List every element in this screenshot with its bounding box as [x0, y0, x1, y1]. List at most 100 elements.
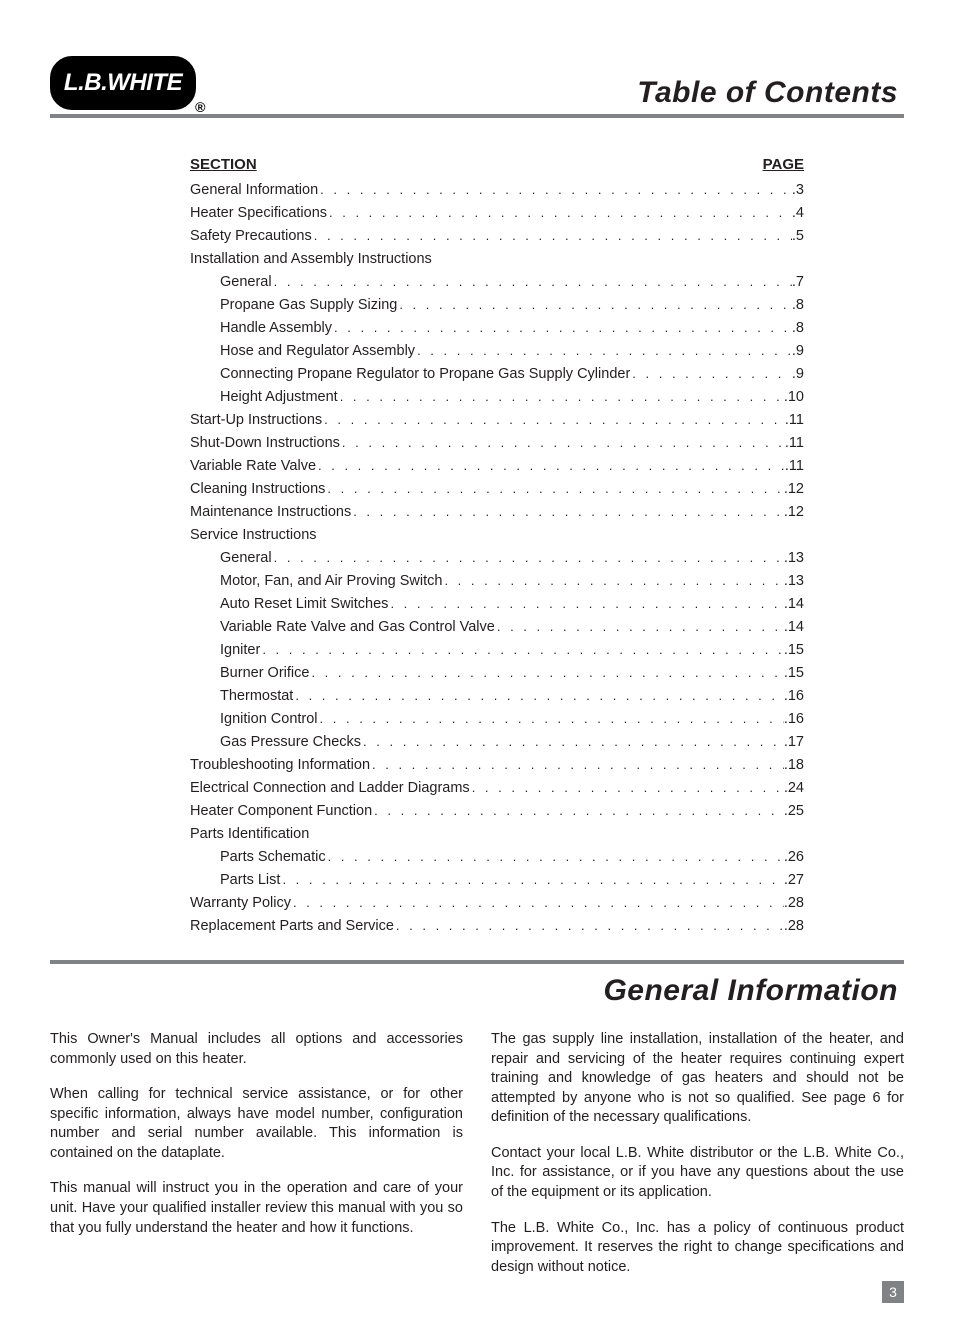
- toc-entry: Electrical Connection and Ladder Diagram…: [190, 781, 804, 796]
- body-paragraph: When calling for technical service assis…: [50, 1085, 463, 1163]
- toc-entry-label: Electrical Connection and Ladder Diagram…: [190, 781, 470, 796]
- toc-entry-page: .3: [792, 183, 804, 198]
- toc-entry: Igniter . . . . . . . . . . . . . . . . …: [190, 643, 804, 658]
- toc-leader-dots: . . . . . . . . . . . . . . . . . . . . …: [326, 850, 784, 863]
- toc-entry: Propane Gas Supply Sizing . . . . . . . …: [190, 298, 804, 313]
- toc-entry-page: .8: [792, 321, 804, 336]
- toc-list: General Information . . . . . . . . . . …: [190, 183, 804, 934]
- toc-entry: Parts Identification: [190, 827, 804, 842]
- toc-entry-label: Handle Assembly: [220, 321, 332, 336]
- toc-leader-dots: . . . . . . . . . . . . . . . . . . . . …: [318, 183, 792, 196]
- page-title-toc: Table of Contents: [637, 76, 904, 110]
- toc-entry-label: Height Adjustment: [220, 390, 338, 405]
- toc-entry: Service Instructions: [190, 528, 804, 543]
- toc-entry-page: .13: [784, 574, 804, 589]
- header: L.B.WHITE Table of Contents: [50, 56, 904, 110]
- toc-entry-page: .24: [784, 781, 804, 796]
- toc-entry-label: Warranty Policy: [190, 896, 291, 911]
- toc-entry-page: .16: [784, 712, 804, 727]
- page-number-badge: 3: [882, 1281, 904, 1303]
- body-paragraph: The gas supply line installation, instal…: [491, 1030, 904, 1128]
- mid-rule: [50, 960, 904, 964]
- body-paragraph: This manual will instruct you in the ope…: [50, 1179, 463, 1238]
- toc-entry: Hose and Regulator Assembly . . . . . . …: [190, 344, 804, 359]
- toc-entry-label: Variable Rate Valve and Gas Control Valv…: [220, 620, 495, 635]
- toc-entry-label: Ignition Control: [220, 712, 318, 727]
- toc-entry-page: .11: [785, 413, 804, 428]
- toc-entry-page: .14: [784, 620, 804, 635]
- general-info-column-right: The gas supply line installation, instal…: [491, 1030, 904, 1293]
- toc-entry-page: .11: [785, 459, 804, 474]
- toc-entry-page: .15: [784, 643, 804, 658]
- toc-leader-dots: . . . . . . . . . . . . . . . . . . . . …: [351, 505, 784, 518]
- toc-entry-label: Thermostat: [220, 689, 293, 704]
- toc-leader-dots: . . . . . . . . . . . . . . . . . . . . …: [280, 873, 783, 886]
- toc-entry-label: Burner Orifice: [220, 666, 309, 681]
- toc-entry-page: .12: [784, 482, 804, 497]
- toc-leader-dots: . . . . . . . . . . . . . . . . . . . . …: [495, 620, 784, 633]
- toc-entry-page: .15: [784, 666, 804, 681]
- toc-entry-label: Hose and Regulator Assembly: [220, 344, 415, 359]
- toc-header-row: SECTION PAGE: [190, 156, 804, 173]
- toc-entry-label: Motor, Fan, and Air Proving Switch: [220, 574, 442, 589]
- toc-entry: Troubleshooting Information . . . . . . …: [190, 758, 804, 773]
- toc-page-heading: PAGE: [763, 156, 804, 173]
- toc-entry-page: .28: [784, 896, 804, 911]
- toc-entry: Motor, Fan, and Air Proving Switch . . .…: [190, 574, 804, 589]
- toc-entry-page: .17: [784, 735, 804, 750]
- brand-logo-text: L.B.WHITE: [64, 69, 182, 97]
- toc-entry-label: Start-Up Instructions: [190, 413, 322, 428]
- toc-entry-label: Auto Reset Limit Switches: [220, 597, 388, 612]
- toc-entry-page: .18: [784, 758, 804, 773]
- toc-leader-dots: . . . . . . . . . . . . . . . . . . . . …: [312, 229, 792, 242]
- toc-entry: General Information . . . . . . . . . . …: [190, 183, 804, 198]
- toc-entry: Cleaning Instructions . . . . . . . . . …: [190, 482, 804, 497]
- toc-entry-page: .28: [784, 919, 804, 934]
- toc-leader-dots: . . . . . . . . . . . . . . . . . . . . …: [338, 390, 784, 403]
- toc-leader-dots: . . . . . . . . . . . . . . . . . . . . …: [272, 275, 792, 288]
- toc-entry: Warranty Policy . . . . . . . . . . . . …: [190, 896, 804, 911]
- toc-entry-page: .4: [792, 206, 804, 221]
- toc-entry-label: Safety Precautions: [190, 229, 312, 244]
- toc-leader-dots: . . . . . . . . . . . . . . . . . . . . …: [361, 735, 784, 748]
- toc-entry-label: General Information: [190, 183, 318, 198]
- body-paragraph: This Owner's Manual includes all options…: [50, 1030, 463, 1069]
- toc-entry: Heater Component Function . . . . . . . …: [190, 804, 804, 819]
- brand-logo: L.B.WHITE: [50, 56, 196, 110]
- toc-entry-page: .9: [792, 344, 804, 359]
- toc-entry-label: Heater Component Function: [190, 804, 372, 819]
- toc-leader-dots: . . . . . . . . . . . . . . . . . . . . …: [332, 321, 792, 334]
- toc-entry: Maintenance Instructions . . . . . . . .…: [190, 505, 804, 520]
- toc-entry: Start-Up Instructions . . . . . . . . . …: [190, 413, 804, 428]
- toc-entry-page: .10: [784, 390, 804, 405]
- toc-entry-label: General: [220, 275, 272, 290]
- toc-entry-page: .27: [784, 873, 804, 888]
- toc-entry: Parts Schematic . . . . . . . . . . . . …: [190, 850, 804, 865]
- toc-leader-dots: . . . . . . . . . . . . . . . . . . . . …: [340, 436, 785, 449]
- toc-entry: Thermostat . . . . . . . . . . . . . . .…: [190, 689, 804, 704]
- toc-entry: General . . . . . . . . . . . . . . . . …: [190, 551, 804, 566]
- general-info-column-left: This Owner's Manual includes all options…: [50, 1030, 463, 1293]
- general-info-body: This Owner's Manual includes all options…: [50, 1030, 904, 1293]
- toc-leader-dots: . . . . . . . . . . . . . . . . . . . . …: [415, 344, 792, 357]
- toc-entry-page: .26: [784, 850, 804, 865]
- page-number: 3: [889, 1284, 897, 1300]
- toc-entry: Variable Rate Valve . . . . . . . . . . …: [190, 459, 804, 474]
- toc-entry: Burner Orifice . . . . . . . . . . . . .…: [190, 666, 804, 681]
- toc-entry-page: .7: [792, 275, 804, 290]
- toc-entry: Height Adjustment . . . . . . . . . . . …: [190, 390, 804, 405]
- toc-entry: Safety Precautions . . . . . . . . . . .…: [190, 229, 804, 244]
- toc-leader-dots: . . . . . . . . . . . . . . . . . . . . …: [293, 689, 783, 702]
- toc-leader-dots: . . . . . . . . . . . . . . . . . . . . …: [272, 551, 784, 564]
- toc-leader-dots: . . . . . . . . . . . . . . . . . . . . …: [327, 206, 792, 219]
- toc-leader-dots: . . . . . . . . . . . . . . . . . . . . …: [442, 574, 783, 587]
- toc-entry-page: .13: [784, 551, 804, 566]
- toc-leader-dots: . . . . . . . . . . . . . . . . . . . . …: [470, 781, 784, 794]
- toc-leader-dots: . . . . . . . . . . . . . . . . . . . . …: [372, 804, 784, 817]
- toc-entry-label: Heater Specifications: [190, 206, 327, 221]
- toc-leader-dots: . . . . . . . . . . . . . . . . . . . . …: [388, 597, 783, 610]
- toc-entry: Gas Pressure Checks . . . . . . . . . . …: [190, 735, 804, 750]
- toc-entry-label: General: [220, 551, 272, 566]
- toc-entry-label: Igniter: [220, 643, 260, 658]
- toc-leader-dots: . . . . . . . . . . . . . . . . . . . . …: [318, 712, 784, 725]
